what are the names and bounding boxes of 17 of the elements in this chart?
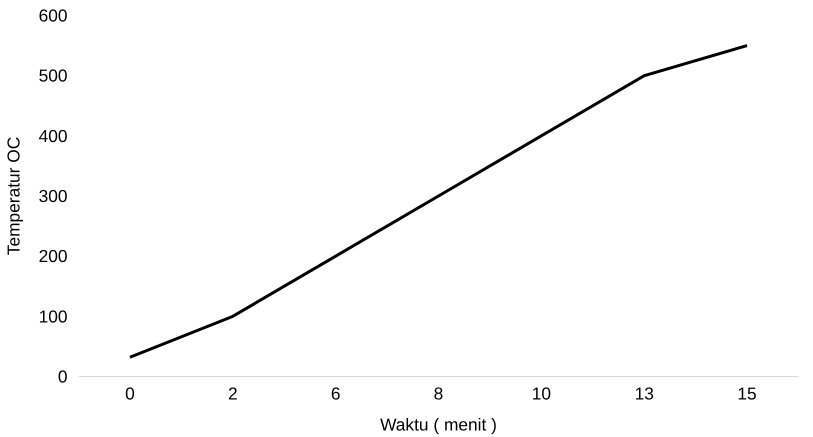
- y-tick-label: 600: [38, 6, 68, 26]
- x-tick-label: 10: [532, 384, 551, 404]
- y-tick-label: 300: [38, 186, 68, 206]
- line-series: [128, 44, 749, 359]
- y-tick-label: 0: [58, 366, 68, 386]
- y-tick-label: 100: [38, 306, 68, 326]
- x-tick-label: 15: [737, 384, 757, 404]
- x-axis-title: Waktu ( menit ): [380, 414, 497, 434]
- y-tick-label: 400: [38, 126, 68, 146]
- x-tick-label: 2: [228, 384, 238, 404]
- y-tick-label: 200: [38, 246, 68, 266]
- y-axis-title: Temperatur OC: [4, 136, 24, 256]
- x-tick-label: 6: [330, 384, 340, 404]
- x-tick-label: 13: [634, 384, 654, 404]
- x-tick-label: 0: [125, 384, 135, 404]
- y-tick-label: 500: [38, 66, 68, 86]
- x-tick-label: 8: [434, 384, 444, 404]
